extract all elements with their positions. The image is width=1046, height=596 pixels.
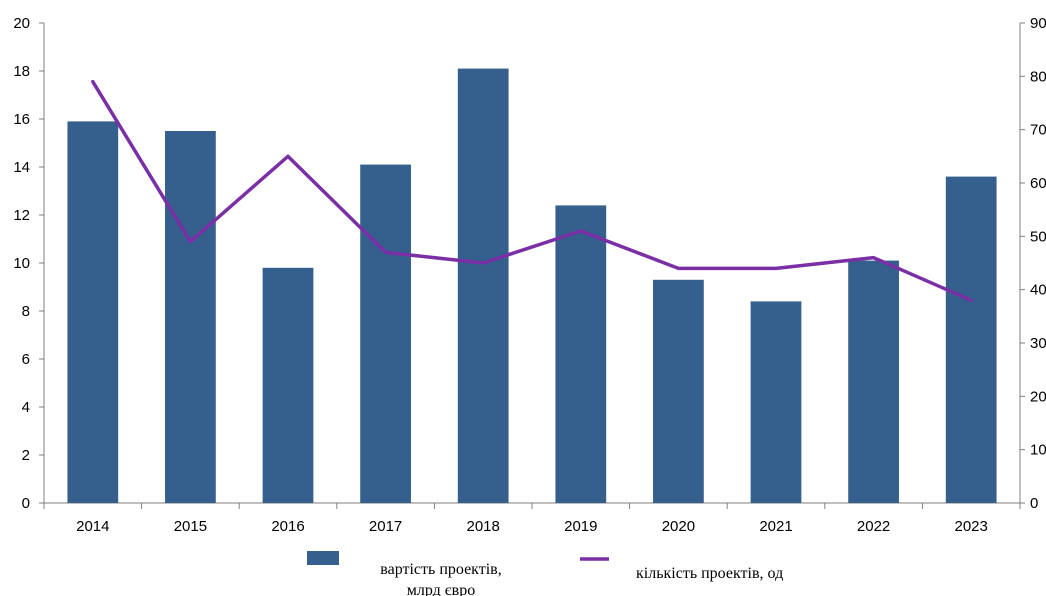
line-point-2019 <box>579 229 583 233</box>
x-tick-label: 2019 <box>564 518 597 535</box>
legend-bar-label: вартість проектів, <box>380 561 501 578</box>
legend-line-label: кількість проектів, од <box>636 565 783 582</box>
right-axis: 0 10 20 30 40 50 60 70 80 90 <box>1019 15 1046 512</box>
bar-series <box>67 68 997 504</box>
x-tick-label: 2016 <box>271 518 304 535</box>
right-tick-label: 50 <box>1030 228 1046 245</box>
left-tick-label: 20 <box>13 15 30 32</box>
right-tick-label: 20 <box>1030 388 1046 405</box>
bar-2015 <box>165 131 216 503</box>
bar-2019 <box>555 205 607 503</box>
bar-2021 <box>750 301 802 503</box>
bar-2020 <box>653 279 704 503</box>
x-tick-label: 2023 <box>955 518 988 535</box>
left-tick-label: 16 <box>13 111 30 128</box>
right-tick-label: 80 <box>1030 68 1046 85</box>
count-line <box>91 79 973 303</box>
line-point-2015 <box>188 240 192 244</box>
left-tick-label: 14 <box>13 159 30 176</box>
line-point-2023 <box>969 298 973 302</box>
left-axis: 0 2 4 6 8 10 12 14 16 18 20 <box>13 15 45 512</box>
line-point-2016 <box>286 154 290 158</box>
bar-2014 <box>67 121 119 504</box>
left-tick-label: 4 <box>22 399 30 416</box>
right-tick-label: 90 <box>1030 15 1046 32</box>
x-tick-label: 2020 <box>662 518 695 535</box>
left-tick-label: 12 <box>13 207 30 224</box>
line-point-2014 <box>91 80 95 84</box>
right-tick-label: 60 <box>1030 175 1046 192</box>
x-axis: 2014 2015 2016 2017 2018 2019 2020 2021 2022 2023 <box>43 502 1021 535</box>
line-point-2021 <box>774 266 778 270</box>
x-tick-label: 2014 <box>76 518 109 535</box>
legend-bar-label: млрд євро <box>407 582 475 596</box>
left-tick-label: 10 <box>13 255 30 272</box>
left-tick-label: 18 <box>13 63 30 80</box>
legend-bar-swatch <box>307 551 339 565</box>
x-tick-label: 2021 <box>759 518 792 535</box>
bar-2017 <box>360 164 411 503</box>
bar-2016 <box>262 267 314 503</box>
left-tick-label: 6 <box>22 351 30 368</box>
left-tick-label: 2 <box>22 447 30 464</box>
line-point-2022 <box>872 256 876 260</box>
left-tick-label: 0 <box>22 495 30 512</box>
legend: вартість проектів, млрд євро кількість про… <box>307 551 783 596</box>
bar-2023 <box>945 176 997 503</box>
right-tick-label: 0 <box>1030 495 1038 512</box>
right-tick-label: 30 <box>1030 335 1046 352</box>
left-tick-label: 8 <box>22 303 30 320</box>
x-tick-label: 2015 <box>174 518 207 535</box>
right-tick-label: 10 <box>1030 442 1046 459</box>
line-point-2020 <box>676 266 680 270</box>
right-tick-label: 40 <box>1030 282 1046 299</box>
bar-2022 <box>848 260 899 503</box>
x-tick-label: 2017 <box>369 518 402 535</box>
line-series <box>91 79 973 303</box>
x-tick-label: 2018 <box>467 518 500 535</box>
x-tick-label: 2022 <box>857 518 890 535</box>
line-point-2017 <box>384 250 388 254</box>
bar-2018 <box>457 68 509 503</box>
right-tick-label: 70 <box>1030 122 1046 139</box>
line-point-2018 <box>481 261 485 265</box>
